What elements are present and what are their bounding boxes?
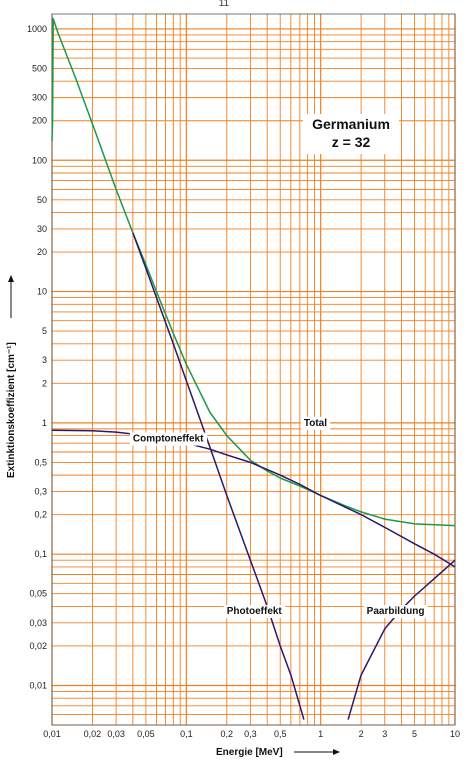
curve-label-text: Total [304,418,327,429]
x-axis-arrow-head [333,749,340,755]
y-tick-label: 2 [42,378,47,388]
y-tick-label: 0,2 [34,510,47,520]
y-tick-label: 300 [32,93,47,103]
series-total-line [51,17,456,527]
x-tick-label: 0,3 [244,729,257,739]
curve-label-text: Photoeffekt [227,606,283,617]
chart-subtitle: z = 32 [332,134,371,150]
x-tick-label: 0,2 [221,729,234,739]
chart-title: Germanium [312,116,390,132]
y-tick-label: 200 [32,116,47,126]
x-tick-label: 2 [359,729,364,739]
label-background [223,605,286,619]
y-tick-label: 1 [42,418,47,428]
x-tick-label: 0,01 [43,729,61,739]
y-tick-label: 0,01 [29,680,47,690]
title-box: Germanium z = 32 [303,114,399,154]
title-background [303,114,399,154]
curve-label-text: Paarbildung [367,606,425,617]
y-tick-label: 0,1 [34,549,47,559]
series-comptoneffekt-line [51,429,456,568]
label-background [129,432,208,446]
y-tick-label: 0,02 [29,641,47,651]
x-tick-label: 10 [450,729,460,739]
x-tick-label: 0,05 [137,729,155,739]
y-axis-label: Extinktionskoeffizient [cm⁻¹] [6,342,17,478]
x-tick-label: 0,02 [84,729,102,739]
y-tick-label: 100 [32,155,47,165]
label-background [363,605,428,619]
x-tick-label: 0,1 [180,729,193,739]
y-tick-label: 3 [42,355,47,365]
y-tick-label: 50 [37,195,47,205]
x-tick-label: 3 [382,729,387,739]
y-axis-arrow-head [8,275,14,282]
curve-label-text: Comptoneffekt [133,434,204,445]
y-axis-title: Extinktionskoeffizient [cm⁻¹] [6,275,17,478]
label-background [300,416,331,430]
x-tick-label: 5 [412,729,417,739]
y-tick-label: 5 [42,326,47,336]
y-tick-label: 0,05 [29,589,47,599]
curve-label-comptoneffekt: Comptoneffekt [129,432,208,446]
tick-labels: 0,01 0,02 0,03 0,05 0,1 0,2 0,3 0,5 1 2 3 5 10100050… [27,24,460,739]
x-tick-label: 1 [318,729,323,739]
y-tick-label: 20 [37,247,47,257]
x-axis-title: Energie [MeV] [216,747,340,758]
curve-label-photoeffekt: Photoeffekt [223,605,286,619]
y-tick-label: 30 [37,224,47,234]
plot-frame [51,13,456,726]
y-tick-label: 500 [32,63,47,73]
curve-label-paarbildung: Paarbildung [363,605,428,619]
x-tick-label: 0,03 [107,729,125,739]
x-axis-label: Energie [MeV] [216,747,283,758]
y-tick-label: 1000 [27,24,47,34]
curve-label-total: Total [300,416,331,430]
series-photoeffekt-line [132,232,305,720]
y-tick-label: 0,3 [34,487,47,497]
page-number: 11 [219,0,230,9]
curve-labels: Total Comptoneffekt Photoeffekt Paarbildung [129,416,428,619]
y-tick-label: 10 [37,287,47,297]
x-tick-label: 0,5 [274,729,287,739]
y-tick-label: 0,5 [34,457,47,467]
y-tick-label: 0,03 [29,618,47,628]
